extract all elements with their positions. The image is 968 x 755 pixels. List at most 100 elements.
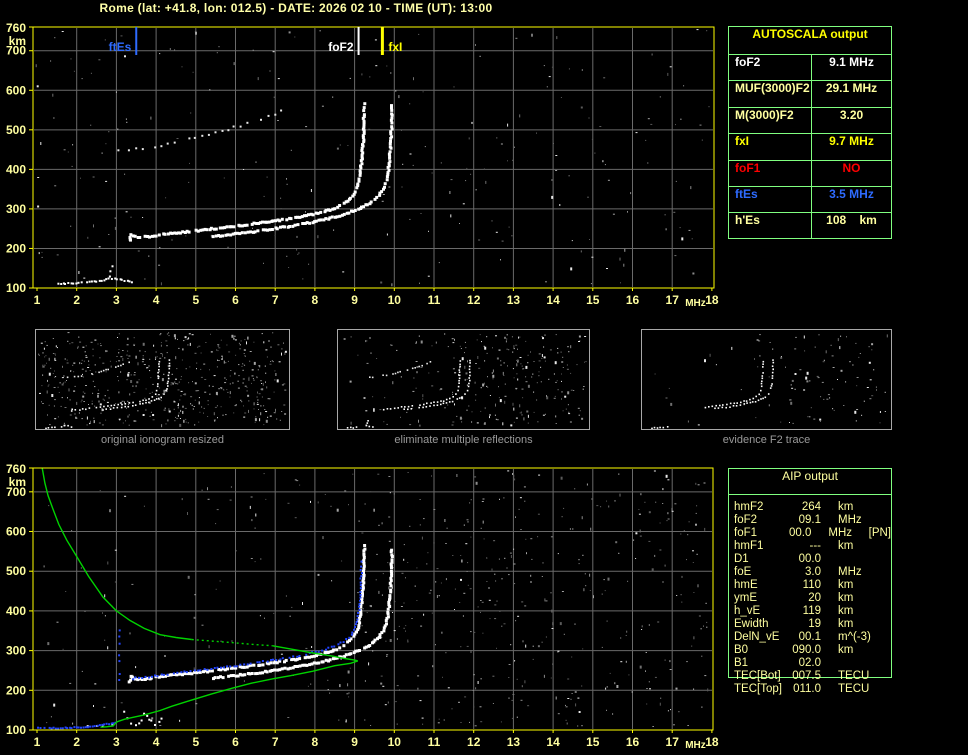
plot-border <box>32 26 715 289</box>
aip-row-D1: D1 00.0 <box>729 553 891 566</box>
station-date-time-title: Rome (lat: +41.8, lon: 012.5) - DATE: 20… <box>99 1 493 15</box>
aip-row-extra <box>881 670 883 683</box>
svg-text:760: 760 <box>6 21 26 35</box>
svg-text:10: 10 <box>388 735 402 749</box>
trace-green_top3 <box>272 645 358 662</box>
autoscala-row-fxI: fxI 9.7 MHz <box>729 134 891 161</box>
axis-ticks <box>29 467 713 733</box>
svg-text:16: 16 <box>626 293 640 307</box>
thumbnail-original-ionogram <box>35 329 290 430</box>
aip-row-extra <box>881 618 883 631</box>
autoscala-row-MUF(3000)F2: MUF(3000)F2 29.1 MHz <box>729 81 891 108</box>
aip-row-value: 00.1 <box>798 631 821 643</box>
aip-row-unit: MHz <box>838 514 862 526</box>
aip-row-h_vE: h_vE 119 km <box>729 605 891 618</box>
noise-dots <box>43 470 709 727</box>
svg-text:12: 12 <box>467 293 481 307</box>
y-axis-unit-label: km <box>9 475 26 489</box>
marker-label-foF2: foF2 <box>328 40 354 54</box>
bottom-profile-plot: 1 2 3 4 5 6 7 8 9 10 11 12 13 14 15 16 17 18MHz7607006005… <box>6 462 719 751</box>
aip-row-value: 110 <box>802 579 821 591</box>
aip-row-unit: km <box>838 540 854 552</box>
svg-text:13: 13 <box>507 293 521 307</box>
aip-table-header: AIP output <box>729 469 891 495</box>
svg-text:5: 5 <box>192 293 199 307</box>
aip-row-value: 007.5 <box>792 670 821 682</box>
svg-text:5: 5 <box>192 735 199 749</box>
characteristic-markers: ftEs foF2 fxI <box>109 27 402 55</box>
aip-row-extra <box>881 683 883 696</box>
svg-text:9: 9 <box>351 735 358 749</box>
svg-text:4: 4 <box>153 735 160 749</box>
trace-green_top2 <box>191 638 273 647</box>
svg-text:10: 10 <box>388 293 402 307</box>
aip-row-label: ymE <box>734 592 757 604</box>
svg-text:3: 3 <box>113 293 120 307</box>
aip-row-value: 00.0 <box>789 527 812 539</box>
autoscala-row-value: 3.20 <box>839 107 864 122</box>
aip-row-label: B0 <box>734 644 749 656</box>
thumbnail-noise <box>38 332 287 428</box>
autoscala-row-value: 108 km <box>826 213 877 228</box>
aip-row-label: TEC[Bot] <box>734 670 781 682</box>
aip-row-unit: km <box>838 618 854 630</box>
svg-text:400: 400 <box>6 604 26 618</box>
svg-text:8: 8 <box>312 293 319 307</box>
grid-lines <box>34 469 712 729</box>
autoscala-row-foF2: foF2 9.1 MHz <box>729 55 891 82</box>
aip-row-extra <box>881 644 883 657</box>
svg-text:15: 15 <box>586 735 600 749</box>
svg-text:300: 300 <box>6 644 26 658</box>
aip-row-foF2: foF2 09.1 MHz <box>729 514 891 527</box>
aip-row-extra <box>881 605 883 618</box>
aip-row-label: hmF1 <box>734 540 764 552</box>
aip-row-unit: km <box>838 605 854 617</box>
autoscala-output-table: AUTOSCALA output foF2 9.1 MHz MUF(3000)F2 2… <box>728 26 892 239</box>
svg-text:1: 1 <box>34 735 41 749</box>
svg-text:600: 600 <box>6 525 26 539</box>
svg-text:7: 7 <box>272 293 279 307</box>
autoscala-row-value: 3.5 MHz <box>829 186 874 201</box>
svg-text:600: 600 <box>6 83 26 97</box>
svg-text:18: 18 <box>705 293 719 307</box>
aip-row-value: 19 <box>808 618 821 630</box>
svg-text:200: 200 <box>6 241 26 255</box>
aip-row-label: h_vE <box>734 605 761 617</box>
aip-row-label: hmF2 <box>734 501 764 513</box>
marker-label-fxI: fxI <box>388 40 402 54</box>
svg-text:17: 17 <box>666 735 680 749</box>
aip-row-extra <box>881 657 883 670</box>
thumbnail-noise <box>654 334 888 426</box>
autoscala-row-value: 9.1 MHz <box>829 55 874 69</box>
svg-text:15: 15 <box>586 293 600 307</box>
svg-text:500: 500 <box>6 123 26 137</box>
svg-text:700: 700 <box>6 44 26 58</box>
autoscala-row-label: foF1 <box>729 160 812 186</box>
svg-text:17: 17 <box>666 293 680 307</box>
thumbnail-evidence-f2-trace <box>641 329 892 430</box>
axis-ticks <box>29 26 713 291</box>
svg-text:700: 700 <box>6 485 26 499</box>
aip-row-unit: m^(-3) <box>838 631 871 643</box>
y-axis-labels: 760 700 600 500 400 300 200 100 km <box>6 462 26 737</box>
aip-row-unit: km <box>838 501 854 513</box>
autoscala-row-foF1: foF1 NO <box>729 160 891 187</box>
aip-row-unit: TECU <box>838 683 870 695</box>
svg-text:300: 300 <box>6 202 26 216</box>
thumbnail-noise <box>343 333 587 427</box>
aip-row-value: 20 <box>808 592 821 604</box>
trace-o <box>128 102 367 242</box>
thumbnail-caption-eliminate: eliminate multiple reflections <box>394 434 533 446</box>
svg-text:2: 2 <box>73 735 80 749</box>
aip-row-extra <box>881 514 883 527</box>
aip-row-unit: km <box>838 592 854 604</box>
svg-text:400: 400 <box>6 162 26 176</box>
aip-row-value: 011.0 <box>793 683 821 695</box>
thumbnail-trace <box>346 359 471 429</box>
svg-text:16: 16 <box>626 735 640 749</box>
aip-row-extra <box>881 540 883 553</box>
aip-row-foF1: foF1 00.0 MHz [PN] <box>729 527 891 540</box>
trace-o <box>127 544 367 684</box>
svg-text:8: 8 <box>312 735 319 749</box>
